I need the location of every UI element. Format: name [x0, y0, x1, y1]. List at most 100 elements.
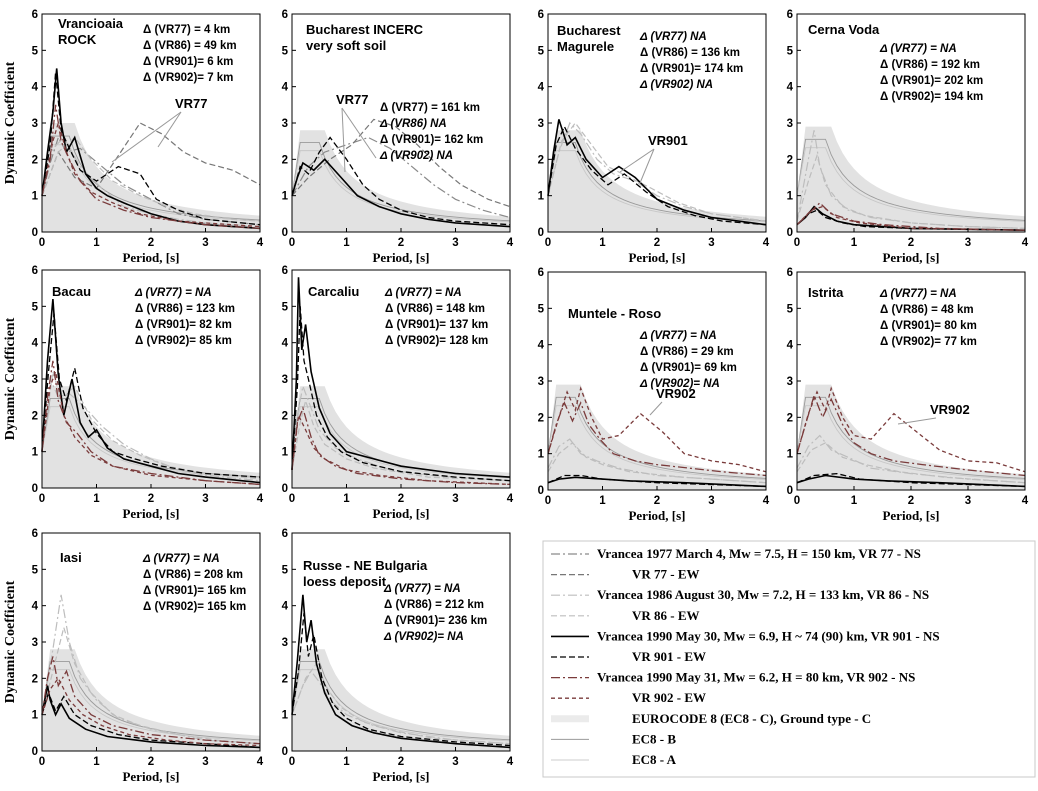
distance-label: Δ (VR902)= 85 km — [135, 335, 232, 347]
legend-entry: EC8 - A — [551, 752, 677, 767]
ec8-b-curve — [291, 661, 511, 741]
chart-panel: 0 1 2 3 4 0 1 2 3 4 5 6 Period, [s] Istrita Δ (VR77) =… — [787, 267, 1029, 523]
annotation-arrow — [649, 401, 663, 416]
x-tick-label: 1 — [599, 495, 606, 507]
x-tick-label: 2 — [654, 495, 660, 507]
distance-label: Δ (VR901)= 236 km — [384, 615, 487, 627]
series-line — [41, 685, 261, 749]
series-line — [41, 104, 261, 230]
distance-label: Δ (VR901)= 162 km — [380, 134, 483, 146]
series-line — [796, 442, 1026, 484]
y-tick-label: 4 — [32, 601, 39, 613]
x-tick-label: 3 — [202, 493, 208, 505]
series-line — [41, 360, 261, 486]
distance-label: Δ (VR77) = NA — [879, 288, 957, 300]
y-tick-label: 6 — [538, 9, 544, 21]
y-tick-label: 0 — [538, 227, 544, 239]
y-tick-label: 6 — [32, 265, 38, 277]
y-tick-label: 2 — [538, 154, 544, 166]
x-tick-label: 2 — [398, 493, 404, 505]
ec8-envelope — [42, 649, 260, 751]
ec8-envelope — [548, 130, 766, 232]
chart-panel: 0 1 2 3 4 0 1 2 3 4 5 6 Period, [s] Dynamic Coefficie… — [3, 9, 264, 265]
y-tick-label: 1 — [787, 449, 794, 461]
distance-label: Δ (VR86) = 136 km — [640, 47, 740, 59]
station-title: very soft soil — [306, 38, 386, 53]
ec8-a-curve — [41, 669, 261, 742]
x-tick-label: 2 — [148, 756, 154, 768]
y-tick-label: 2 — [282, 673, 288, 685]
distance-label: Δ (VR902)= NA — [639, 378, 720, 390]
series-line — [41, 369, 261, 486]
y-tick-label: 4 — [538, 82, 545, 94]
y-tick-label: 1 — [538, 191, 545, 203]
x-tick-label: 1 — [93, 237, 100, 249]
station-title: Cerna Voda — [808, 22, 880, 37]
x-tick-label: 2 — [908, 237, 914, 249]
ec8-envelope — [42, 123, 260, 232]
y-tick-label: 5 — [32, 301, 39, 313]
x-tick-label: 0 — [545, 237, 551, 249]
chart-panel: 0 1 2 3 4 0 1 2 3 4 5 6 Period, [s] BucharestMagurele… — [538, 9, 770, 265]
y-tick-label: 6 — [32, 9, 38, 21]
y-axis-label: Dynamic Coefficient — [3, 317, 18, 440]
chart-panel: 0 1 2 3 4 0 1 2 3 4 5 6 Period, [s] Muntele - Roso Δ (… — [538, 267, 770, 523]
distance-label: Δ (VR86) = 49 km — [143, 40, 237, 52]
chart-panel: 0 1 2 3 4 0 1 2 3 4 5 6 Period, [s] Dynamic Coefficie… — [3, 265, 264, 521]
y-tick-label: 2 — [32, 673, 38, 685]
x-tick-label: 0 — [289, 756, 295, 768]
x-tick-label: 4 — [1022, 495, 1029, 507]
x-tick-label: 3 — [965, 495, 971, 507]
series-line — [796, 386, 1026, 473]
y-tick-label: 5 — [787, 303, 794, 315]
x-tick-label: 4 — [507, 237, 514, 249]
ec8-a-curve — [796, 147, 1026, 222]
distance-label: Δ (VR86) = 48 km — [880, 304, 974, 316]
annotation-arrow — [341, 107, 346, 173]
distance-label: Δ (VR902)= 128 km — [385, 335, 488, 347]
x-tick-label: 3 — [965, 237, 971, 249]
x-tick-label: 4 — [257, 756, 264, 768]
y-tick-label: 5 — [538, 45, 545, 57]
ec8-envelope — [548, 384, 766, 490]
series-line — [41, 120, 261, 228]
y-tick-label: 6 — [787, 9, 793, 21]
series-line — [796, 202, 1026, 231]
y-tick-label: 5 — [538, 303, 545, 315]
distance-label: Δ (VR77) = NA — [384, 287, 462, 299]
y-tick-label: 2 — [32, 154, 38, 166]
y-tick-label: 2 — [538, 412, 544, 424]
series-line — [796, 474, 1026, 488]
series-line — [41, 625, 261, 745]
station-title: loess deposit — [303, 574, 387, 589]
annotation-arrow — [157, 111, 182, 148]
series-annotation: VR77 — [175, 96, 208, 111]
series-line — [41, 72, 261, 226]
series-line — [41, 313, 261, 478]
x-axis-label: Period, [s] — [122, 250, 179, 265]
x-tick-label: 0 — [545, 495, 551, 507]
ec8-a-curve — [796, 405, 1026, 480]
legend-entry: Vrancea 1990 May 30, Mw = 6.9, H ~ 74 (9… — [551, 628, 940, 643]
y-axis-label: Dynamic Coefficient — [3, 61, 18, 184]
y-tick-label: 1 — [282, 710, 289, 722]
chart-panel: 0 1 2 3 4 0 1 2 3 4 5 6 Period, [s] Dynamic Coefficie… — [3, 528, 264, 784]
y-tick-label: 0 — [32, 746, 38, 758]
y-tick-label: 3 — [32, 374, 38, 386]
series-annotation: VR902 — [930, 402, 970, 417]
x-tick-label: 3 — [202, 237, 208, 249]
y-tick-label: 5 — [32, 564, 39, 576]
y-axis-label: Dynamic Coefficient — [3, 580, 18, 703]
x-tick-label: 2 — [148, 237, 154, 249]
x-tick-label: 0 — [794, 495, 800, 507]
y-tick-label: 3 — [538, 118, 544, 130]
legend-label: EUROCODE 8 (EC8 - C), Ground type - C — [632, 711, 871, 726]
station-title: Muntele - Roso — [568, 306, 661, 321]
ec8-b-curve — [796, 138, 1026, 221]
x-axis-label: Period, [s] — [628, 508, 685, 523]
y-tick-label: 1 — [282, 447, 289, 459]
series-line — [291, 398, 511, 482]
y-tick-label: 6 — [282, 9, 288, 21]
series-line — [547, 125, 767, 226]
